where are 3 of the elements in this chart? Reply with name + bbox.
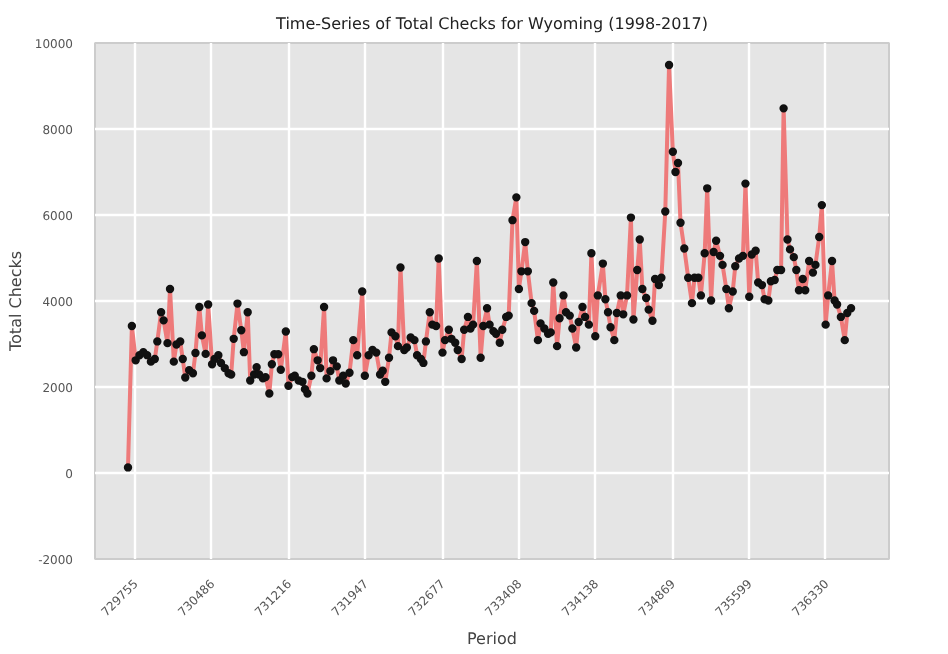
- y-axis-title: Total Checks: [6, 250, 25, 353]
- chart-title: Time-Series of Total Checks for Wyoming (1998-2017): [274, 15, 708, 33]
- x-axis-title: Period: [467, 630, 517, 649]
